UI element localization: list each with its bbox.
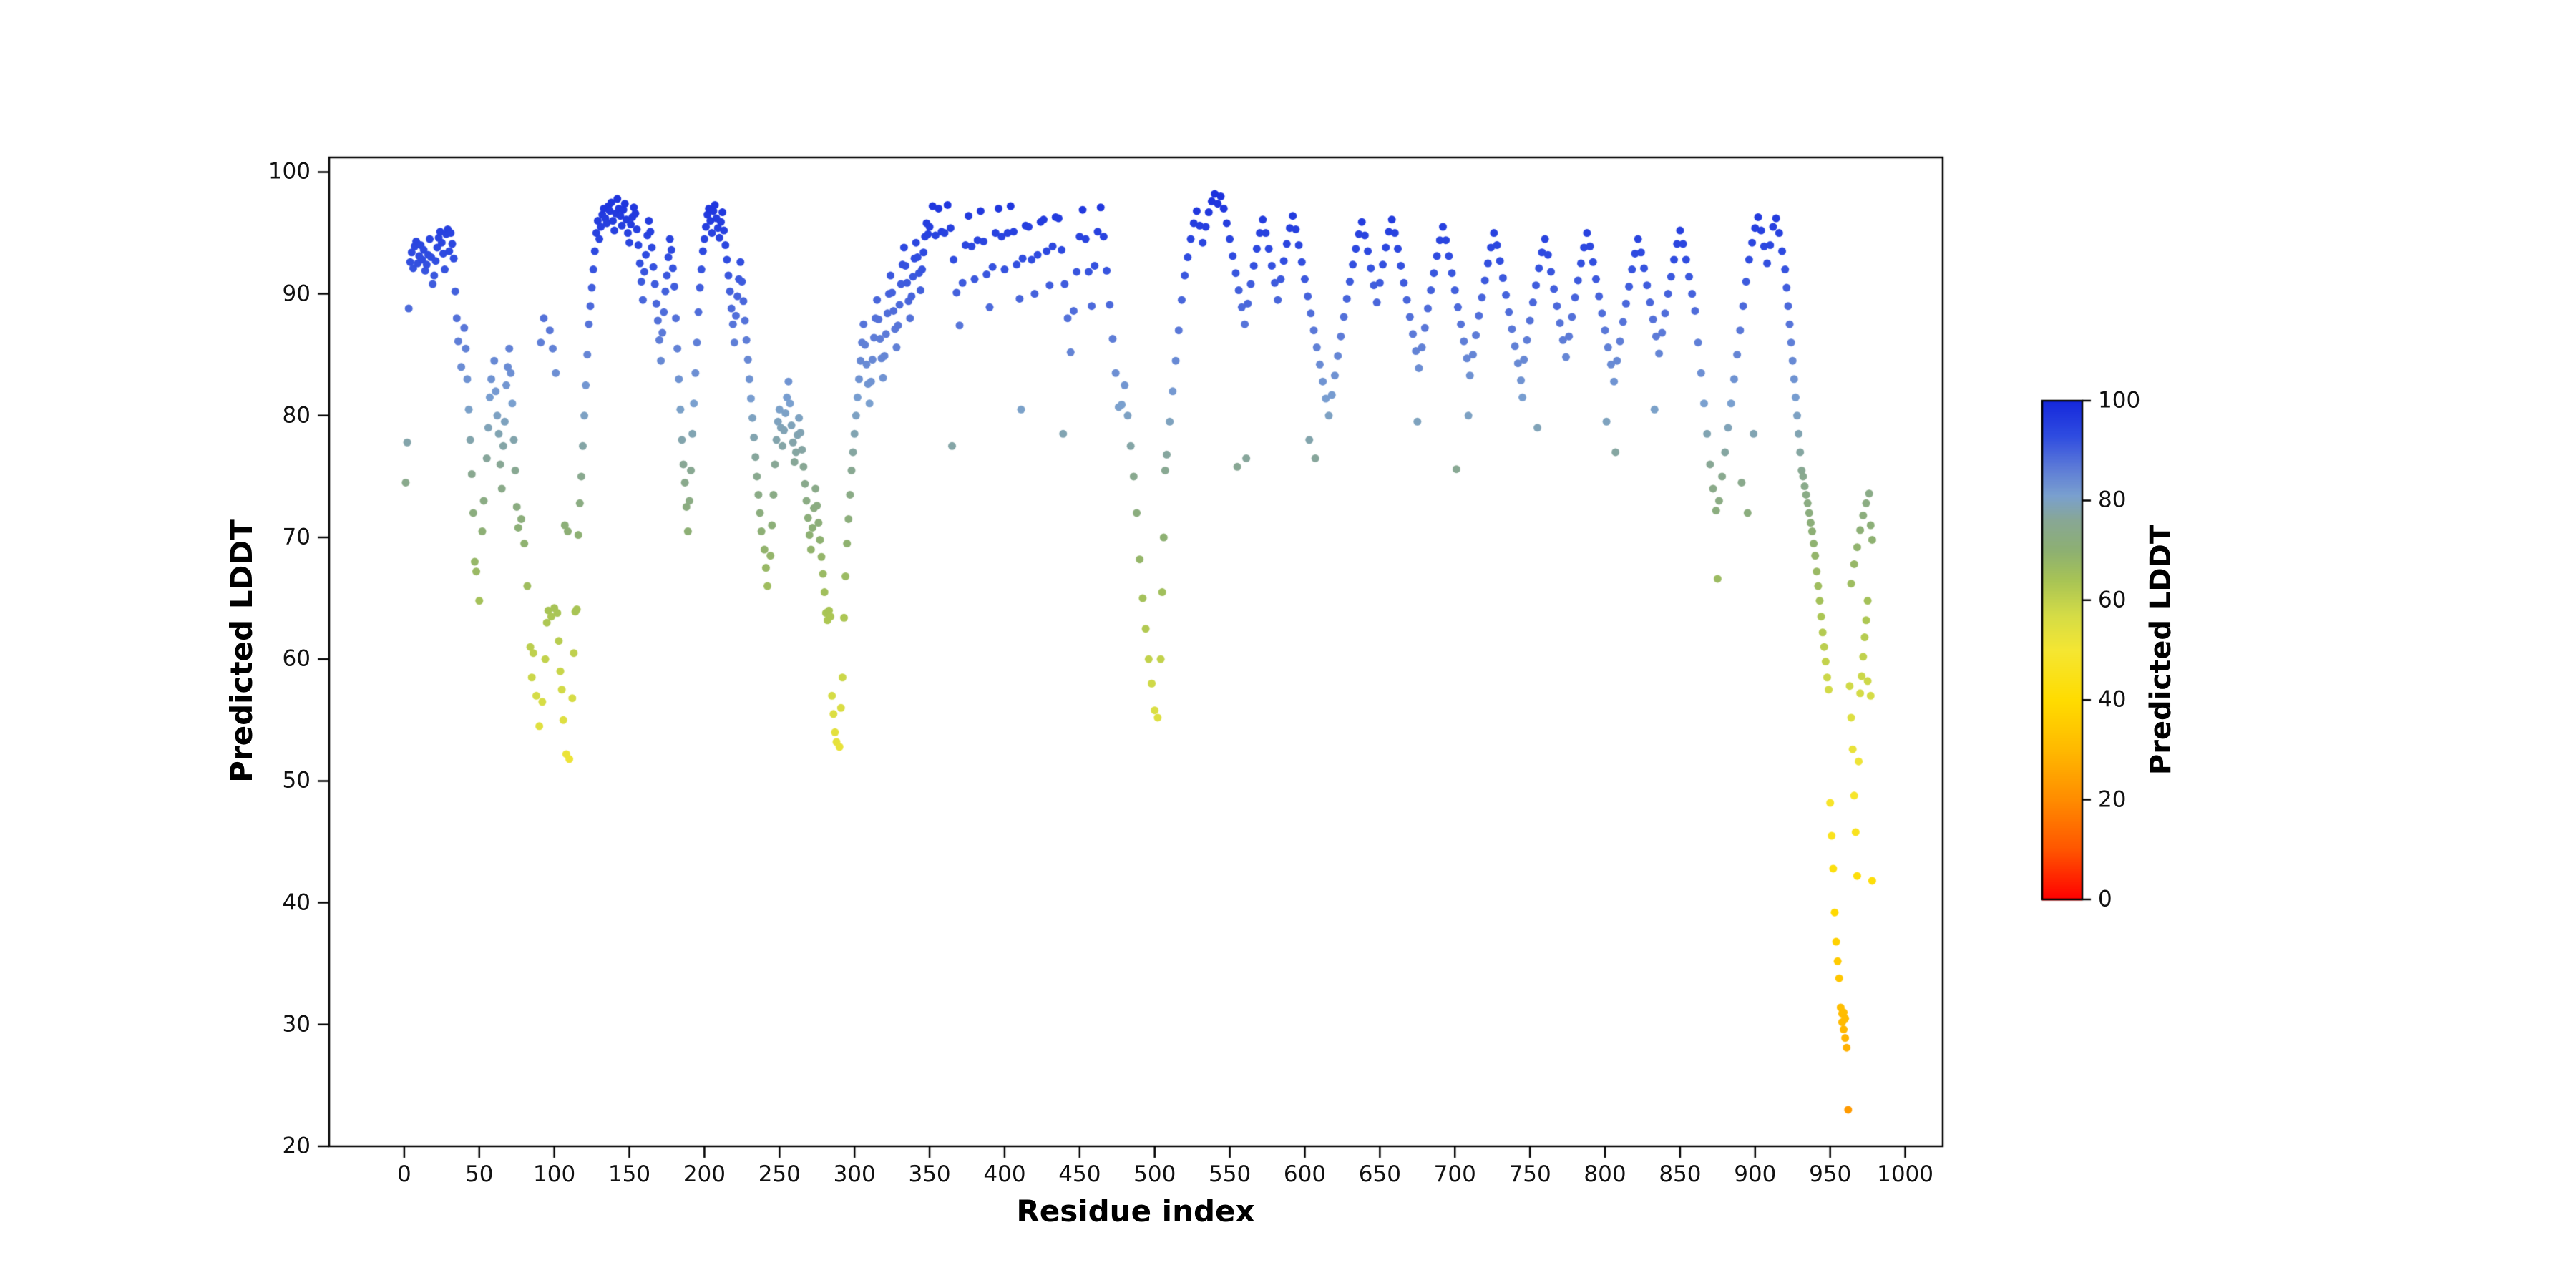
x-tick-label: 350 <box>908 1161 951 1187</box>
y-tick-label: 60 <box>282 645 311 672</box>
x-tick-label: 600 <box>1283 1161 1327 1187</box>
x-tick-label: 250 <box>758 1161 801 1187</box>
colorbar-tick-label: 0 <box>2098 886 2112 912</box>
x-tick-label: 850 <box>1659 1161 1702 1187</box>
x-tick-label: 800 <box>1584 1161 1626 1187</box>
y-tick-label: 30 <box>282 1011 311 1038</box>
y-axis-label: Predicted LDDT <box>224 519 259 783</box>
colorbar-tick-label: 80 <box>2098 487 2127 513</box>
x-tick-label: 700 <box>1433 1161 1476 1187</box>
x-tick-label: 100 <box>533 1161 576 1187</box>
x-tick-label: 500 <box>1133 1161 1176 1187</box>
x-tick-label: 750 <box>1508 1161 1551 1187</box>
y-tick-label: 40 <box>282 889 311 916</box>
y-tick-label: 20 <box>282 1133 311 1159</box>
x-tick-label: 550 <box>1209 1161 1252 1187</box>
y-tick-label: 50 <box>282 767 311 794</box>
colorbar-tick-label: 20 <box>2098 786 2127 813</box>
x-tick-label: 300 <box>833 1161 876 1187</box>
y-tick-label: 80 <box>282 402 311 429</box>
x-tick-label: 400 <box>983 1161 1026 1187</box>
colorbar-tick-label: 100 <box>2098 387 2141 414</box>
y-tick-label: 90 <box>282 280 311 307</box>
colorbar-tick-label: 40 <box>2098 686 2127 713</box>
x-tick-label: 150 <box>608 1161 651 1187</box>
y-tick-label: 70 <box>282 524 311 550</box>
y-tick-label: 100 <box>268 158 311 185</box>
x-tick-label: 650 <box>1358 1161 1401 1187</box>
x-tick-label: 450 <box>1058 1161 1101 1187</box>
x-axis-label: Residue index <box>1016 1194 1255 1229</box>
x-tick-label: 0 <box>397 1161 411 1187</box>
x-tick-label: 200 <box>683 1161 726 1187</box>
colorbar-label: Predicted LDDT <box>2145 524 2177 776</box>
x-tick-label: 50 <box>465 1161 494 1187</box>
x-tick-label: 950 <box>1809 1161 1852 1187</box>
x-tick-label: 900 <box>1734 1161 1777 1187</box>
x-tick-label: 1000 <box>1877 1161 1933 1187</box>
colorbar-tick-label: 60 <box>2098 587 2127 613</box>
